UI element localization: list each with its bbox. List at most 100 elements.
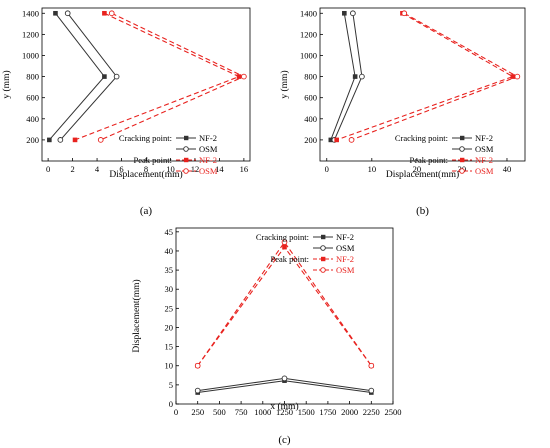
legend-entry-label: NF-2 — [336, 232, 354, 242]
series-line-peak-osm — [351, 12, 519, 141]
y-tick-label: 200 — [26, 135, 39, 145]
series-line-peak-osm — [100, 12, 246, 141]
data-point — [97, 137, 104, 143]
x-tick-label: 10 — [166, 164, 175, 174]
data-point — [510, 74, 516, 79]
data-point — [334, 137, 339, 143]
x-tick-label: 20 — [413, 164, 422, 174]
x-tick-label: 750 — [235, 407, 248, 417]
x-tick-label: 10 — [368, 164, 377, 174]
data-point — [368, 387, 375, 394]
x-tick-label: 0 — [174, 407, 178, 417]
data-point — [102, 10, 107, 16]
legend-marker — [320, 267, 326, 273]
legend-peak-label: Peak point: — [134, 155, 172, 165]
x-tick-label: 1000 — [254, 407, 271, 417]
legend-marker — [184, 157, 189, 163]
legend-entry-label: OSM — [475, 144, 494, 154]
y-tick-label: 20 — [165, 322, 174, 332]
legend-marker — [459, 146, 465, 152]
y-tick-label: 30 — [165, 284, 174, 294]
y-tick-label: 200 — [304, 135, 317, 145]
x-tick-label: 12 — [191, 164, 200, 174]
x-tick-label: 2 — [70, 164, 74, 174]
y-axis-label: Displacement(mm) — [131, 279, 142, 352]
y-tick-label: 45 — [165, 227, 174, 237]
x-axis-label: x (mm) — [270, 401, 298, 412]
y-tick-label: 10 — [165, 361, 174, 371]
series-line-peak-nf-2 — [336, 12, 515, 141]
data-point — [64, 10, 71, 17]
data-point — [236, 74, 242, 79]
legend-cracking-label: Cracking point: — [256, 232, 309, 242]
x-tick-label: 500 — [213, 407, 226, 417]
legend-peak-label: Peak point: — [410, 155, 448, 165]
legend-marker — [459, 168, 465, 174]
y-tick-label: 0 — [169, 399, 173, 409]
y-tick-label: 800 — [26, 72, 39, 82]
x-tick-label: 0 — [46, 164, 50, 174]
legend-entry-label: NF-2 — [475, 133, 493, 143]
data-point — [401, 10, 408, 17]
legend-cracking-label: Cracking point: — [119, 133, 172, 143]
x-tick-label: 6 — [119, 164, 123, 174]
series-line-peak-nf-2 — [74, 12, 241, 141]
data-point — [359, 73, 365, 80]
legend-marker — [321, 234, 326, 240]
x-tick-label: 16 — [240, 164, 249, 174]
legend-cracking-label: Cracking point: — [395, 133, 448, 143]
data-point — [352, 74, 358, 79]
x-axis-label: Displacement(mm) — [109, 169, 182, 180]
data-point — [57, 137, 64, 143]
series-line-cracking-osm — [60, 12, 118, 141]
data-point — [194, 362, 201, 369]
plot-frame — [319, 7, 526, 162]
y-tick-label: 600 — [26, 93, 39, 103]
series-line-peak-osm — [197, 241, 372, 367]
data-point — [108, 10, 115, 17]
legend-entry-label: NF-2 — [475, 155, 493, 165]
y-tick-label: 40 — [165, 246, 174, 256]
x-tick-label: 4 — [95, 164, 100, 174]
legend-entry-label: OSM — [475, 166, 494, 176]
legend-marker — [183, 168, 189, 174]
legend-marker — [460, 135, 465, 141]
legend-entry-label: OSM — [336, 243, 355, 253]
panel-2: 010203040200400600800100012001400Displac… — [279, 7, 526, 217]
data-point — [282, 244, 287, 250]
x-tick-label: 1500 — [298, 407, 315, 417]
data-point — [514, 73, 521, 80]
legend-entry-label: OSM — [199, 166, 218, 176]
data-point — [53, 10, 58, 16]
data-point — [241, 73, 247, 80]
y-tick-label: 1400 — [300, 8, 317, 18]
legend-peak-label: Peak point: — [271, 254, 309, 264]
panel-1: 0 2 4 6 8 10 12 14 16 200 400 600 800 1000 1200 1400 Dis… — [1, 7, 251, 217]
legend-marker — [184, 135, 189, 141]
data-point — [47, 137, 52, 143]
legend-entry-label: OSM — [336, 265, 355, 275]
legend-entry-label: OSM — [199, 144, 218, 154]
panel-caption: (a) — [140, 205, 153, 217]
y-tick-label: 1200 — [300, 29, 317, 39]
x-tick-label: 1250 — [276, 407, 293, 417]
data-point — [348, 137, 355, 143]
y-tick-label: 1000 — [22, 50, 39, 60]
panel-3: 0 250 500 750 1000 1250 1500 1750 2000 2250 2500 0 5… — [131, 227, 402, 446]
y-tick-label: 1400 — [22, 8, 39, 18]
x-tick-label: 0 — [325, 164, 329, 174]
x-tick-label: 1750 — [319, 407, 336, 417]
legend-marker — [320, 245, 326, 251]
y-tick-label: 5 — [169, 380, 173, 390]
data-point — [281, 239, 288, 246]
legend-entry-label: NF-2 — [199, 133, 217, 143]
panel-caption: (c) — [278, 434, 291, 446]
x-tick-label: 2000 — [341, 407, 358, 417]
x-tick-label: 40 — [503, 164, 512, 174]
data-point — [102, 74, 107, 79]
data-point — [342, 10, 347, 16]
legend-marker — [460, 157, 465, 163]
